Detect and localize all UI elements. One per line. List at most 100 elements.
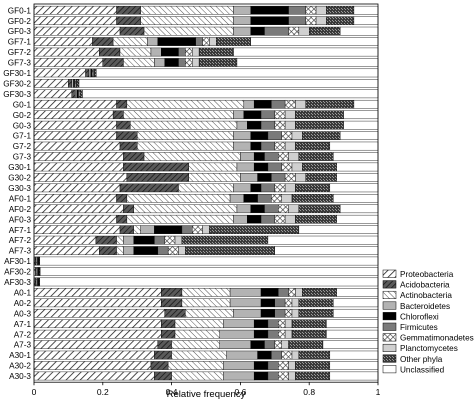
bar-segment-other-phyla — [198, 58, 238, 67]
bar-segment-acidobacteria — [112, 110, 124, 120]
bar-segment-unclassified — [250, 37, 379, 46]
bar-segment-planctomycetes — [288, 152, 300, 161]
bar-segment-unclassified — [339, 131, 379, 140]
bar-segment-bacteroidetes — [236, 120, 248, 130]
legend-label: Bacteroidetes — [400, 302, 450, 311]
bar-segment-other-phyla — [309, 26, 341, 36]
bar-segment-chloroflexi — [250, 16, 289, 25]
bar-segment-gemmatimonadetes — [281, 162, 293, 172]
bar-segment-unclassified — [329, 183, 379, 193]
bar-segment-gemmatimonadetes — [281, 131, 293, 140]
bar-segment-gemmatimonadetes — [305, 5, 317, 15]
bar-segment-other-phyla — [302, 131, 341, 140]
bar-segment-proteobacteria — [33, 79, 69, 88]
bar-segment-planctomycetes — [284, 120, 296, 130]
bar-segment-bacteroidetes — [229, 194, 245, 203]
bar-segment-unclassified — [353, 99, 379, 109]
bar-segment-planctomycetes — [284, 319, 293, 329]
bar-segment-chloroflexi — [253, 152, 265, 161]
bar-segment-gemmatimonadetes — [278, 361, 289, 370]
bar-segment-firmicutes — [267, 162, 282, 172]
bar-segment-gemmatimonadetes — [288, 288, 296, 297]
bar-segment-actinobacteria — [143, 26, 234, 36]
bar-segment-proteobacteria — [33, 89, 72, 99]
x-axis: 0 0.2 0.4 0.6 0.8 1 — [32, 3, 381, 397]
bar-segment-other-phyla — [291, 319, 327, 329]
bar-segment-actinobacteria — [171, 371, 224, 381]
bar-segment-planctomycetes — [192, 47, 200, 57]
bar-segment-chloroflexi — [164, 58, 179, 67]
y-tick-label: AF7-2 — [9, 236, 32, 245]
x-tick-label: 0.4 — [166, 387, 178, 397]
bar-segment-actinobacteria — [140, 5, 234, 15]
bar-segment-firmicutes — [260, 214, 276, 224]
bar-segment-bacteroidetes — [150, 47, 162, 57]
y-tick-label: A0-3 — [14, 309, 32, 318]
bar-segment-proteobacteria — [33, 371, 155, 381]
bar-segment-bacteroidetes — [233, 131, 251, 140]
bar-segment-proteobacteria — [33, 110, 114, 120]
bar-segment-chloroflexi — [250, 26, 265, 36]
y-tick-label: GF0-3 — [8, 27, 32, 36]
bar-segment-bacteroidetes — [236, 204, 251, 214]
bar-segment-proteobacteria — [33, 26, 121, 36]
bar-segment-acidobacteria — [154, 350, 172, 360]
bar-segment-bacteroidetes — [219, 340, 251, 349]
bar-segment-firmicutes — [195, 37, 203, 46]
bar-segment-planctomycetes — [315, 16, 327, 25]
bar-segment-acidobacteria — [123, 162, 190, 172]
bar-segment-actinobacteria — [185, 308, 234, 318]
bar-segment-bacteroidetes — [233, 5, 251, 15]
bar-segment-gemmatimonadetes — [274, 120, 286, 130]
bar-segment-chloroflexi — [253, 361, 269, 370]
bar-segment-bacteroidetes — [219, 329, 255, 339]
bar-segment-firmicutes — [264, 152, 279, 161]
legend-swatch — [382, 365, 397, 374]
bar-segment-bacteroidetes — [233, 183, 251, 193]
bar-segment-acidobacteria — [68, 79, 73, 88]
bar-segment-other-phyla — [198, 47, 234, 57]
bar-segment-proteobacteria — [33, 361, 152, 370]
bar-segment-chloroflexi — [250, 204, 265, 214]
y-tick-label: G30-1 — [8, 163, 31, 172]
y-tick-label: A30-2 — [9, 362, 31, 371]
bar-segment-acidobacteria — [119, 183, 179, 193]
bar-segment-actinobacteria — [174, 329, 220, 339]
bar-segment-unclassified — [343, 110, 379, 120]
bar-segment-actinobacteria — [130, 120, 238, 130]
bar-segment-bacteroidetes — [75, 89, 78, 99]
bar-segment-chloroflexi — [247, 214, 262, 224]
bar-segment-gemmatimonadetes — [202, 37, 210, 46]
bar-segment-other-phyla — [298, 298, 334, 308]
bar-segment-other-phyla — [295, 110, 344, 120]
bar-segment-unclassified — [236, 58, 379, 67]
bar-segment-chloroflexi — [250, 5, 289, 15]
bar-segment-chloroflexi — [250, 183, 262, 193]
bar-segment-acidobacteria — [119, 225, 134, 234]
bar-segment-other-phyla — [302, 162, 337, 172]
bar-segment-planctomycetes — [178, 246, 186, 255]
legend: Proteobacteria AcidobacteriaActinobacteri… — [382, 269, 474, 374]
bar-segment-actinobacteria — [171, 340, 220, 349]
bar-segment-actinobacteria — [171, 350, 227, 360]
bar-segment-unclassified — [298, 225, 379, 234]
bar-segment-chloroflexi — [253, 99, 272, 109]
bar-segment-proteobacteria — [33, 288, 162, 297]
bar-segment-actinobacteria — [143, 152, 241, 161]
bar-segment-chloroflexi — [257, 350, 272, 360]
bar-segment-proteobacteria — [33, 308, 165, 318]
bar-segment-unclassified — [82, 89, 379, 99]
bar-segment-gemmatimonadetes — [164, 235, 176, 245]
bar-segment-gemmatimonadetes — [278, 204, 289, 214]
y-tick-label: AF0-1 — [9, 194, 32, 203]
bar-segment-acidobacteria — [154, 371, 172, 381]
bar-segment-firmicutes — [181, 225, 193, 234]
bar-segment-planctomycetes — [202, 225, 210, 234]
bar-segment-proteobacteria — [33, 131, 117, 140]
bar-segment-proteobacteria — [33, 58, 104, 67]
bar-segment-unclassified — [336, 214, 379, 224]
bar-segment-bacteroidetes — [229, 298, 262, 308]
bar-segment-unclassified — [267, 235, 379, 245]
bar-segment-acidobacteria — [161, 319, 176, 329]
bar-segment-actinobacteria — [126, 214, 234, 224]
